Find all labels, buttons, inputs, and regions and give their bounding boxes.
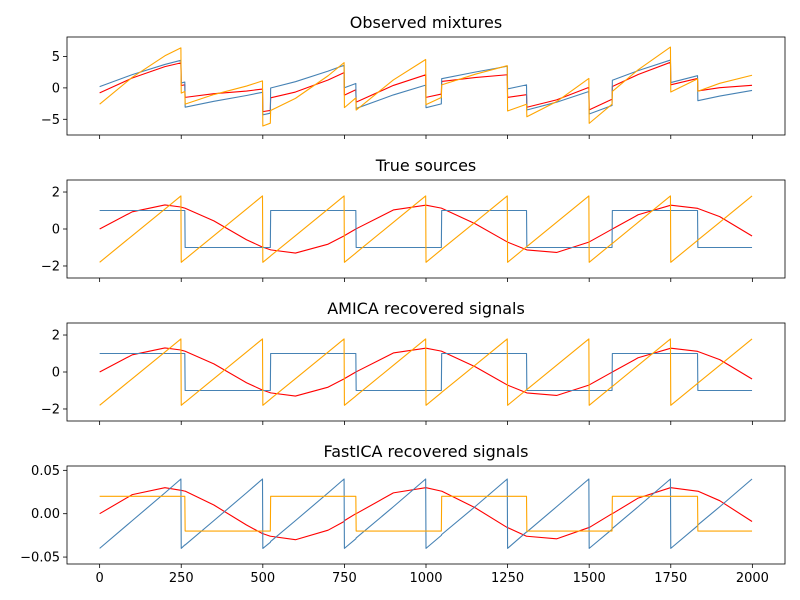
x-tick-label: 500 [250, 571, 275, 586]
y-tick-label: 0.00 [31, 507, 60, 522]
y-tick-label: −5 [41, 113, 60, 128]
signal-line [99, 195, 753, 263]
signal-line [99, 46, 753, 127]
signal-line [99, 478, 753, 549]
x-tick-label: 1500 [573, 571, 606, 586]
x-tick-label: 750 [332, 571, 357, 586]
signal-line [99, 495, 753, 532]
y-tick-label: 0 [52, 223, 60, 238]
subplot-title: FastICA recovered signals [323, 442, 528, 461]
y-tick-label: 0.05 [31, 464, 60, 479]
y-tick-label: −2 [41, 259, 60, 274]
y-tick-label: 2 [52, 186, 60, 201]
x-tick-label: 1750 [654, 571, 687, 586]
x-tick-label: 1250 [491, 571, 524, 586]
y-tick-label: −0.05 [20, 551, 60, 566]
x-tick-label: 2000 [736, 571, 769, 586]
x-tick-label: 0 [95, 571, 103, 586]
y-tick-label: 0 [52, 81, 60, 96]
subplot-title: True sources [375, 156, 477, 175]
subplot-title: Observed mixtures [350, 13, 502, 32]
y-tick-label: 0 [52, 366, 60, 381]
y-tick-label: −2 [41, 402, 60, 417]
y-tick-label: 2 [52, 329, 60, 344]
y-tick-label: 5 [52, 50, 60, 65]
x-tick-label: 1000 [409, 571, 442, 586]
signal-line [99, 338, 753, 406]
x-tick-label: 250 [169, 571, 194, 586]
subplot-title: AMICA recovered signals [327, 299, 525, 318]
